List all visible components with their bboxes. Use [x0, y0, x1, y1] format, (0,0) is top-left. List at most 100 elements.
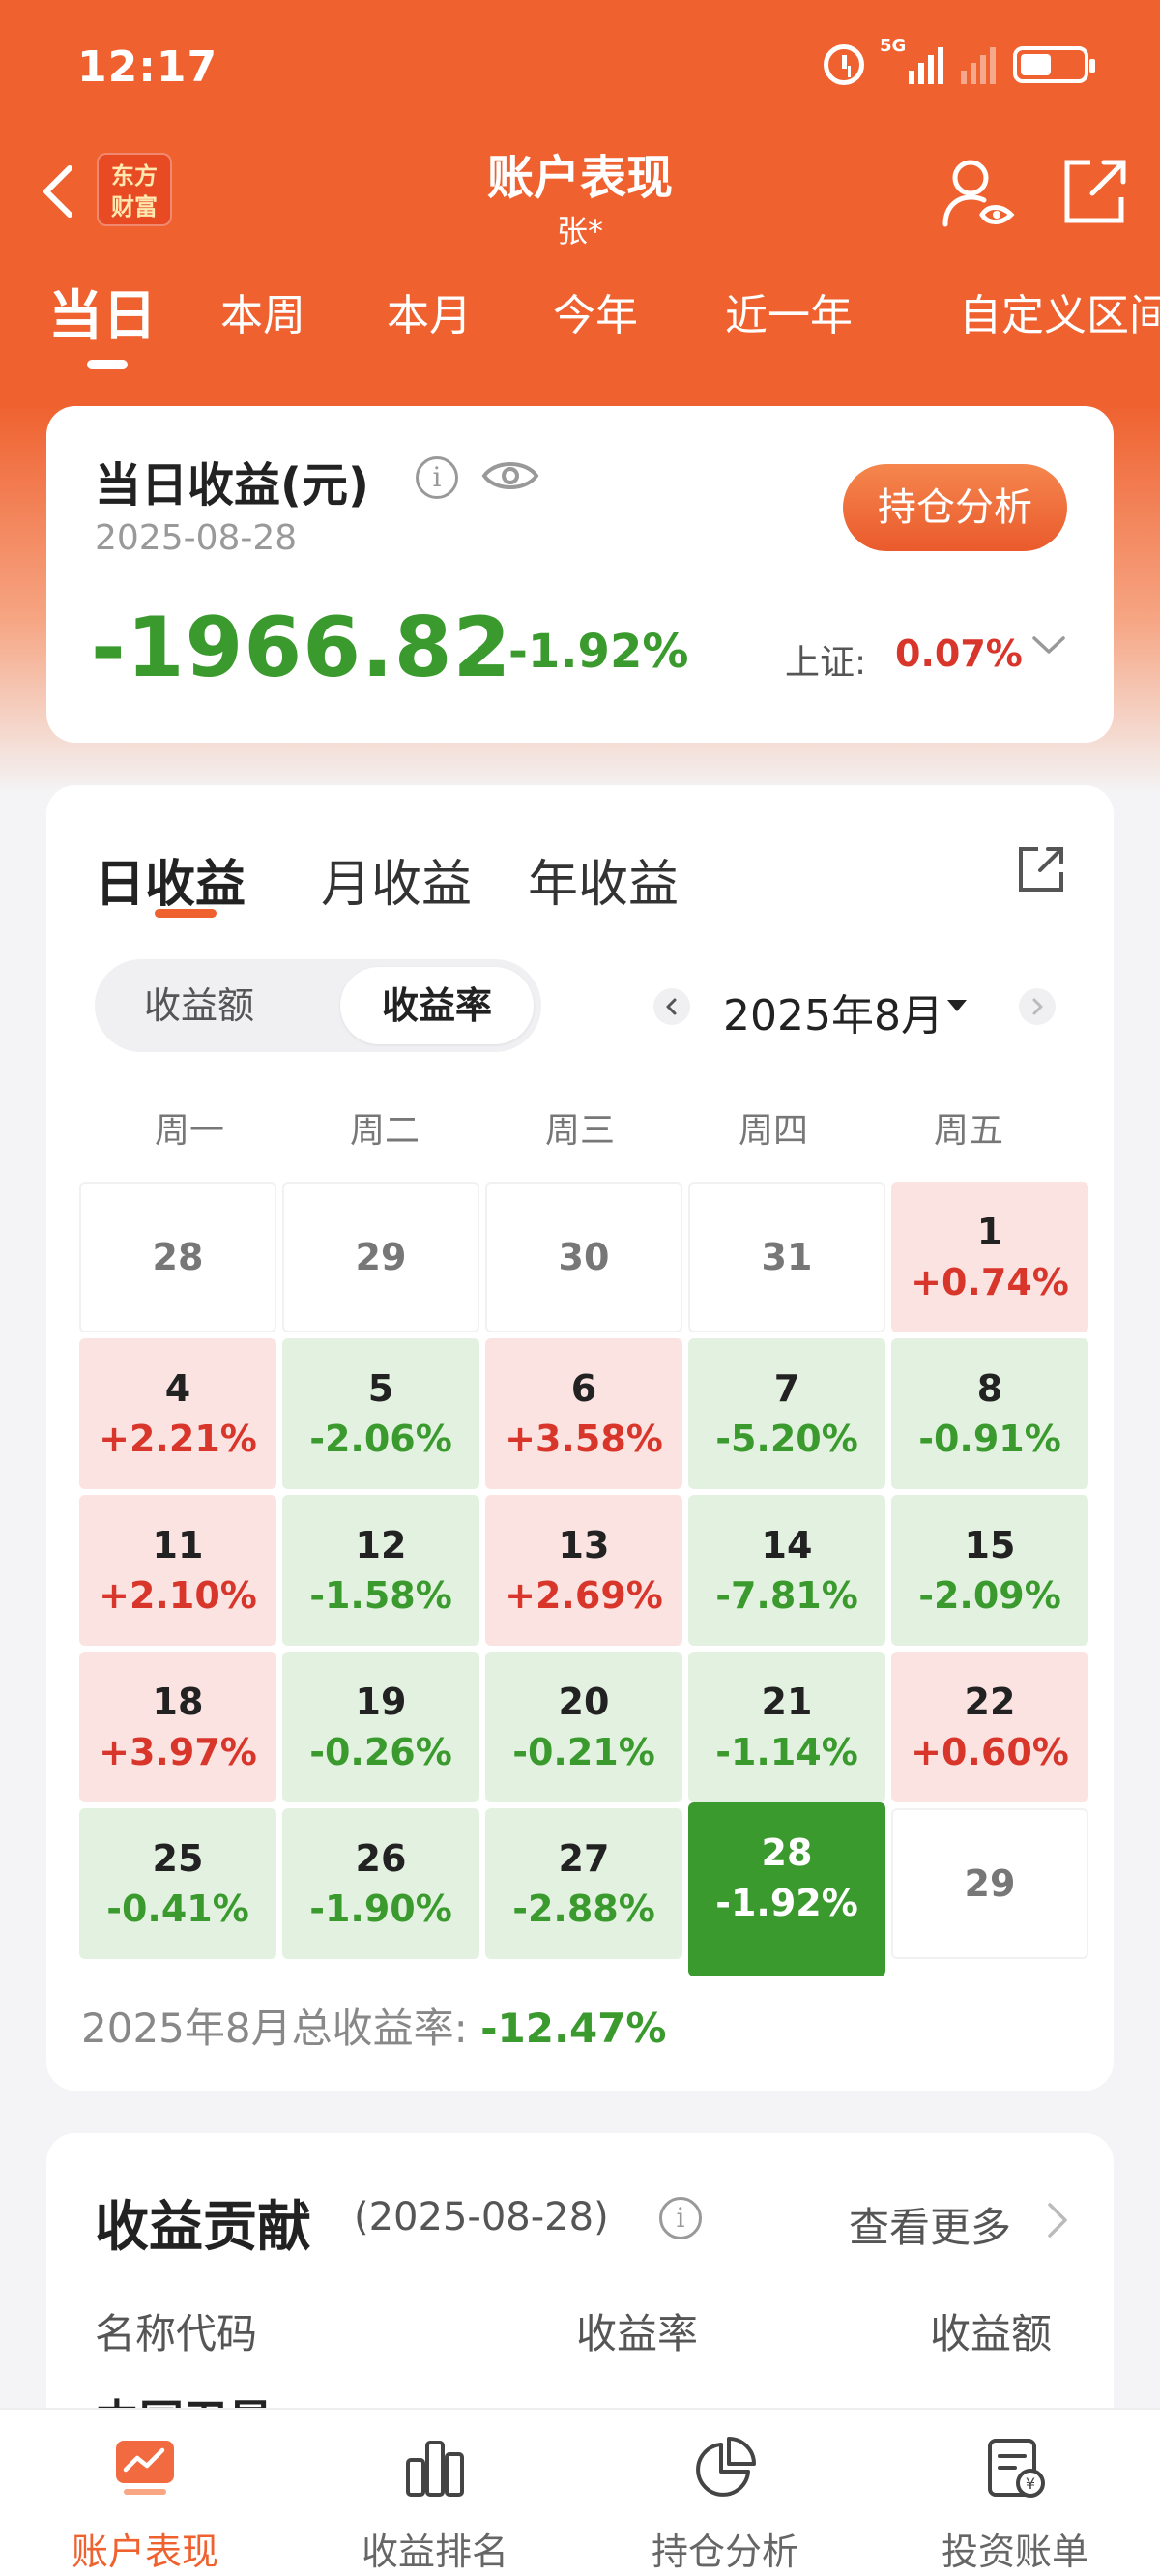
calendar-day[interactable]: 7 -5.20%	[688, 1338, 885, 1489]
tab-last-year[interactable]: 近一年	[725, 291, 853, 340]
calendar-day[interactable]: 8 -0.91%	[891, 1338, 1088, 1489]
calendar-day-number: 28	[152, 1236, 204, 1278]
calendar-day[interactable]: 28	[79, 1182, 276, 1332]
daily-date: 2025-08-28	[95, 518, 298, 558]
info-icon[interactable]: i	[659, 2197, 702, 2239]
nav-label: 收益排名	[361, 2531, 508, 2573]
calendar-day-number: 15	[964, 1524, 1016, 1566]
calendar-day[interactable]: 15 -2.09%	[891, 1495, 1088, 1646]
tab-this-month[interactable]: 本月	[387, 291, 472, 340]
nav-account-performance[interactable]: 账户表现	[0, 2410, 290, 2576]
chart-trend-icon	[116, 2441, 174, 2495]
chevron-down-icon[interactable]	[1030, 634, 1067, 658]
tab-today[interactable]: 当日	[48, 285, 157, 348]
calendar-day-number: 21	[761, 1681, 813, 1723]
toggle-amount[interactable]: 收益额	[143, 984, 254, 1027]
month-total-label: 2025年8月总收益率:	[81, 2005, 468, 2052]
calendar-day[interactable]: 1 +0.74%	[891, 1182, 1088, 1332]
user-view-icon[interactable]	[940, 155, 1017, 232]
active-tab-indicator	[87, 360, 128, 369]
calendar-day-number: 28	[761, 1831, 813, 1874]
bar-chart-icon	[406, 2441, 464, 2497]
status-time: 12:17	[77, 43, 218, 92]
nav-investment-bill[interactable]: ¥ 投资账单	[870, 2410, 1160, 2576]
calendar-day[interactable]: 20 -0.21%	[485, 1652, 682, 1802]
calendar-day[interactable]: 21 -1.14%	[688, 1652, 885, 1802]
share-icon[interactable]	[1058, 155, 1131, 228]
tab-this-week[interactable]: 本周	[220, 291, 305, 340]
calendar-day-number: 22	[964, 1681, 1016, 1723]
signal-5g-icon: 5G	[880, 36, 943, 84]
calendar-day-rate: -7.81%	[715, 1574, 858, 1617]
calendar-day[interactable]: 18 +3.97%	[79, 1652, 276, 1802]
index-value: 0.07%	[895, 632, 1023, 675]
nav-label: 投资账单	[941, 2531, 1088, 2573]
calendar-day[interactable]: 6 +3.58%	[485, 1338, 682, 1489]
calendar-day[interactable]: 13 +2.69%	[485, 1495, 682, 1646]
calendar-day[interactable]: 27 -2.88%	[485, 1808, 682, 1959]
next-month-icon[interactable]	[1019, 988, 1056, 1025]
position-analysis-button[interactable]: 持仓分析	[843, 464, 1067, 551]
see-more-link[interactable]: 查看更多	[849, 2204, 1012, 2251]
calendar-day[interactable]: 25 -0.41%	[79, 1808, 276, 1959]
earnings-calendar-card: 日收益 月收益 年收益 收益额 收益率 2025年8月 周一 周二 周三 周四 …	[46, 785, 1114, 2091]
tab-this-year[interactable]: 今年	[553, 291, 638, 340]
calendar-day[interactable]: 4 +2.21%	[79, 1338, 276, 1489]
eye-icon[interactable]	[481, 456, 539, 495]
calendar-day[interactable]: 11 +2.10%	[79, 1495, 276, 1646]
calendar-day[interactable]: 29	[282, 1182, 479, 1332]
column-header-amount: 收益额	[930, 2310, 1053, 2357]
calendar-day-rate: -2.88%	[512, 1888, 655, 1930]
caret-down-icon[interactable]	[947, 1000, 967, 1011]
status-icons: 5G	[824, 36, 1095, 85]
calendar-day-selected[interactable]: 28 -1.92%	[688, 1802, 885, 1976]
month-selector[interactable]: 2025年8月	[723, 991, 943, 1040]
bill-icon: ¥	[988, 2439, 1045, 2498]
weekday-tue: 周二	[349, 1111, 420, 1151]
toggle-rate[interactable]: 收益率	[340, 967, 534, 1044]
weekday-wed: 周三	[544, 1111, 615, 1151]
column-header-name: 名称代码	[95, 2310, 258, 2357]
calendar-day[interactable]: 31	[688, 1182, 885, 1332]
calendar-day-number: 4	[164, 1367, 191, 1410]
back-icon[interactable]	[39, 162, 77, 220]
pie-chart-icon	[696, 2437, 756, 2497]
brand-logo-line-2: 财富	[111, 193, 158, 220]
calendar-day-number: 19	[355, 1681, 407, 1723]
share-icon[interactable]	[1015, 843, 1067, 895]
previous-month-icon[interactable]	[653, 988, 690, 1025]
weekday-fri: 周五	[933, 1111, 1003, 1151]
calendar-day[interactable]: 19 -0.26%	[282, 1652, 479, 1802]
calendar-day-rate: -1.90%	[309, 1888, 452, 1930]
chevron-right-icon[interactable]	[1046, 2201, 1069, 2239]
calendar-day-rate: +3.97%	[99, 1731, 257, 1773]
calendar-day[interactable]: 12 -1.58%	[282, 1495, 479, 1646]
tab-monthly-earnings[interactable]: 月收益	[321, 856, 473, 914]
signal-secondary-icon	[961, 45, 996, 84]
calendar-day[interactable]: 30	[485, 1182, 682, 1332]
period-tabs: 当日 本周 本月 今年 近一年 自定义区间	[0, 280, 1160, 369]
calendar-day-rate: +0.74%	[911, 1261, 1069, 1303]
calendar-day[interactable]: 26 -1.90%	[282, 1808, 479, 1959]
calendar-day[interactable]: 5 -2.06%	[282, 1338, 479, 1489]
calendar-day[interactable]: 14 -7.81%	[688, 1495, 885, 1646]
calendar-day[interactable]: 22 +0.60%	[891, 1652, 1088, 1802]
calendar-day-number: 5	[367, 1367, 394, 1410]
calendar-day[interactable]: 29	[891, 1808, 1088, 1959]
info-icon[interactable]: i	[416, 456, 458, 499]
tab-custom-range[interactable]: 自定义区间	[959, 291, 1160, 340]
calendar-day-rate: +3.58%	[505, 1418, 663, 1460]
month-total: 2025年8月总收益率: -12.47%	[81, 1996, 667, 2055]
tab-daily-earnings[interactable]: 日收益	[95, 856, 246, 914]
calendar-day-rate: +0.60%	[911, 1731, 1069, 1773]
calendar-day-rate: -0.91%	[918, 1418, 1061, 1460]
calendar-day-rate: -5.20%	[715, 1418, 858, 1460]
daily-amount: -1966.82	[91, 600, 512, 696]
tab-yearly-earnings[interactable]: 年收益	[528, 856, 680, 914]
nav-position-analysis[interactable]: 持仓分析	[580, 2410, 870, 2576]
bottom-navigation: 账户表现 收益排名 持仓分析 ¥ 投资账单	[0, 2408, 1160, 2576]
brand-logo: 东方 财富	[97, 153, 172, 226]
contribution-date: (2025-08-28)	[354, 2195, 609, 2239]
metric-toggle: 收益额 收益率	[95, 959, 541, 1052]
nav-earnings-ranking[interactable]: 收益排名	[290, 2410, 580, 2576]
